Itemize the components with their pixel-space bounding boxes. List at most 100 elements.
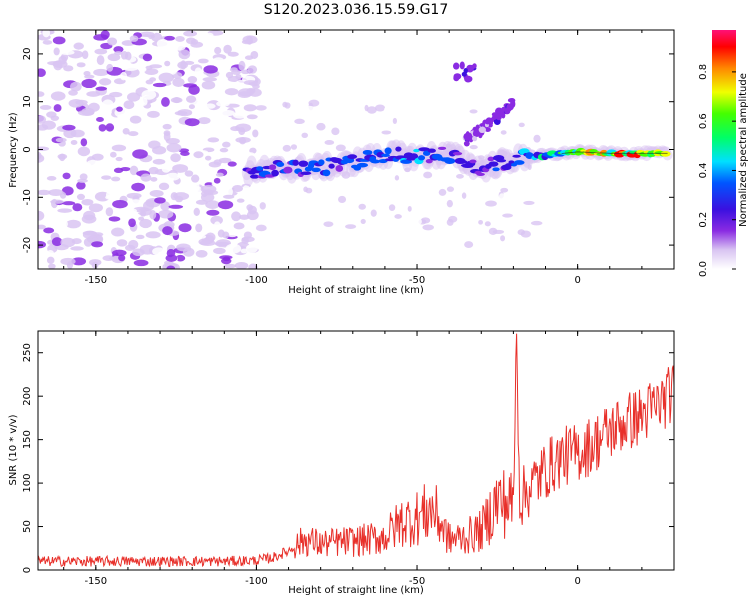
- heatmap-cell: [170, 192, 178, 201]
- heatmap-cell: [498, 193, 505, 201]
- colorbar-axis: 0.0 0.2 0.4 0.6 0.8: [698, 64, 736, 277]
- heatmap-cell: [476, 172, 485, 177]
- heatmap-cell: [162, 123, 172, 130]
- heatmap-cell: [81, 50, 89, 60]
- heatmap-cell: [178, 49, 191, 60]
- heatmap-cell: [126, 92, 141, 102]
- heatmap-cell: [478, 126, 486, 134]
- heatmap-cell: [150, 176, 158, 182]
- heatmap-cell: [255, 224, 267, 232]
- heatmap-cell: [206, 209, 220, 216]
- heatmap-cell: [76, 181, 86, 190]
- heatmap-cell: [146, 199, 156, 204]
- heatmap-cell: [140, 97, 148, 106]
- heatmap-cell: [59, 220, 68, 228]
- colorbar-tick-label: 0.2: [698, 212, 709, 228]
- heatmap-cell: [322, 169, 331, 177]
- heatmap-cell: [50, 115, 60, 121]
- heatmap-cell: [211, 181, 223, 187]
- heatmap-cell: [96, 117, 104, 122]
- heatmap-cell: [323, 221, 334, 227]
- heatmap-cell: [518, 122, 525, 128]
- heatmap-cell: [335, 165, 344, 172]
- heatmap-cell: [115, 156, 123, 162]
- colorbar-tick-label: 0.6: [698, 113, 709, 129]
- heatmap-cell: [184, 118, 200, 127]
- heatmap-cell: [492, 167, 500, 172]
- y-tick-label: 50: [22, 520, 33, 533]
- heatmap-cell: [173, 42, 186, 51]
- heatmap-cell: [62, 124, 76, 131]
- heatmap-cell: [238, 127, 246, 136]
- heatmap-cell: [358, 203, 366, 210]
- heatmap-cell: [487, 156, 495, 162]
- heatmap-cell: [41, 138, 49, 144]
- heatmap-cell: [63, 128, 77, 139]
- heatmap-cell: [116, 239, 128, 247]
- heatmap-cell: [418, 155, 426, 161]
- spectrogram-x-axis: -150 -100 -50 0: [63, 30, 675, 286]
- track-line: [561, 151, 668, 155]
- heatmap-cell: [227, 161, 237, 167]
- x-tick-label: -150: [84, 275, 107, 286]
- heatmap-cell: [252, 129, 259, 138]
- heatmap-cell: [238, 214, 250, 220]
- heatmap-cell: [523, 200, 535, 205]
- heatmap-cell: [70, 140, 78, 145]
- heatmap-cell: [335, 232, 340, 239]
- heatmap-cell: [107, 53, 121, 62]
- heatmap-cell: [500, 187, 509, 193]
- heatmap-cell: [50, 199, 64, 204]
- heatmap-cell: [48, 263, 56, 269]
- colorbar-tick-label: 0.8: [698, 64, 709, 80]
- heatmap-cell: [453, 73, 462, 80]
- heatmap-cell: [527, 188, 539, 195]
- heatmap-cell: [246, 204, 254, 211]
- heatmap-cell: [292, 159, 299, 166]
- heatmap-cell: [129, 35, 139, 42]
- heatmap-cell: [438, 171, 449, 180]
- heatmap-cell: [425, 159, 433, 164]
- heatmap-cell: [72, 203, 83, 212]
- heatmap-cell: [59, 153, 66, 162]
- snr-x-axis: -150 -100 -50 0: [63, 331, 675, 587]
- heatmap-cell: [243, 231, 253, 239]
- heatmap-cell: [453, 62, 460, 70]
- heatmap-cell: [62, 201, 76, 206]
- heatmap-cell: [422, 224, 435, 231]
- heatmap-cell: [194, 67, 202, 76]
- heatmap-cell: [113, 167, 124, 174]
- heatmap-cell: [241, 39, 254, 45]
- heatmap-cell: [183, 186, 197, 194]
- heatmap-cell: [214, 46, 222, 55]
- heatmap-cell: [203, 65, 218, 74]
- heatmap-cell: [338, 195, 347, 204]
- heatmap-cell: [466, 76, 473, 82]
- heatmap-cell: [495, 113, 502, 121]
- heatmap-cell: [212, 57, 225, 65]
- heatmap-cell: [461, 71, 467, 77]
- heatmap-cell: [70, 246, 84, 251]
- heatmap-cell: [356, 162, 369, 168]
- heatmap-cell: [127, 208, 138, 214]
- heatmap-cell: [446, 199, 453, 208]
- heatmap-cell: [162, 226, 173, 236]
- heatmap-cell: [226, 186, 233, 197]
- heatmap-cell: [77, 32, 90, 41]
- heatmap-cell: [88, 203, 103, 213]
- heatmap-cell: [213, 177, 221, 184]
- heatmap-cell: [38, 68, 46, 77]
- heatmap-cell: [101, 175, 112, 180]
- spectrogram-image: [38, 30, 673, 269]
- heatmap-cell: [188, 104, 195, 110]
- heatmap-cell: [496, 158, 507, 163]
- heatmap-cell: [527, 126, 539, 134]
- heatmap-cell: [95, 86, 108, 91]
- heatmap-cell: [201, 80, 216, 90]
- heatmap-cell: [316, 122, 326, 131]
- heatmap-cell: [38, 224, 46, 230]
- heatmap-cell: [117, 113, 131, 120]
- heatmap-cell: [204, 32, 214, 39]
- heatmap-cell: [183, 83, 197, 88]
- heatmap-cell: [223, 44, 232, 54]
